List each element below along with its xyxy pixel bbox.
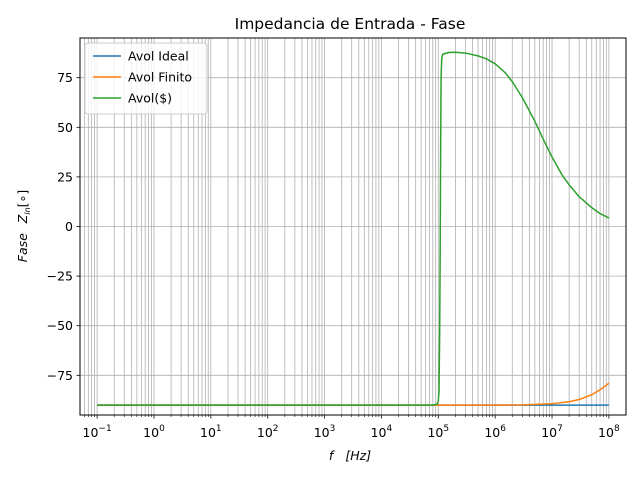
y-tick-label: −75 — [47, 368, 73, 383]
series-lines — [97, 51, 610, 406]
legend-label: Avol Ideal — [128, 49, 189, 64]
axis-ticks: 10−1 100 101 102 103 104 105 106 107 108 75 50 25 0 −2… — [47, 70, 620, 440]
y-tick-label: −25 — [47, 269, 73, 284]
x-tick-label: 101 — [200, 424, 222, 440]
x-tick-label: 103 — [314, 424, 336, 440]
y-tick-label: 75 — [57, 70, 73, 85]
x-tick-label: 10−1 — [83, 424, 112, 440]
x-tick-label: 100 — [143, 424, 165, 440]
x-tick-label: 105 — [427, 424, 449, 440]
legend-label: Avol($) — [128, 91, 172, 106]
x-axis-label: f [Hz] — [329, 448, 371, 463]
x-tick-label: 104 — [371, 424, 393, 440]
x-tick-label: 107 — [541, 424, 563, 440]
legend-label: Avol Finito — [128, 70, 192, 85]
y-tick-label: 50 — [57, 120, 73, 135]
legend: Avol Ideal Avol Finito Avol($) — [84, 42, 208, 115]
y-tick-label: 0 — [65, 219, 73, 234]
x-tick-label: 108 — [598, 424, 620, 440]
series-line-avol-finito — [97, 382, 610, 406]
y-tick-label: 25 — [57, 169, 73, 184]
x-tick-label: 102 — [257, 424, 279, 440]
series-line-avol — [97, 51, 610, 406]
legend-box — [84, 42, 208, 115]
chart-title: Impedancia de Entrada - Fase — [235, 15, 466, 33]
x-tick-label: 106 — [484, 424, 506, 440]
y-axis-label: FaseZin[∘] — [15, 190, 32, 263]
y-tick-label: −50 — [47, 318, 73, 333]
